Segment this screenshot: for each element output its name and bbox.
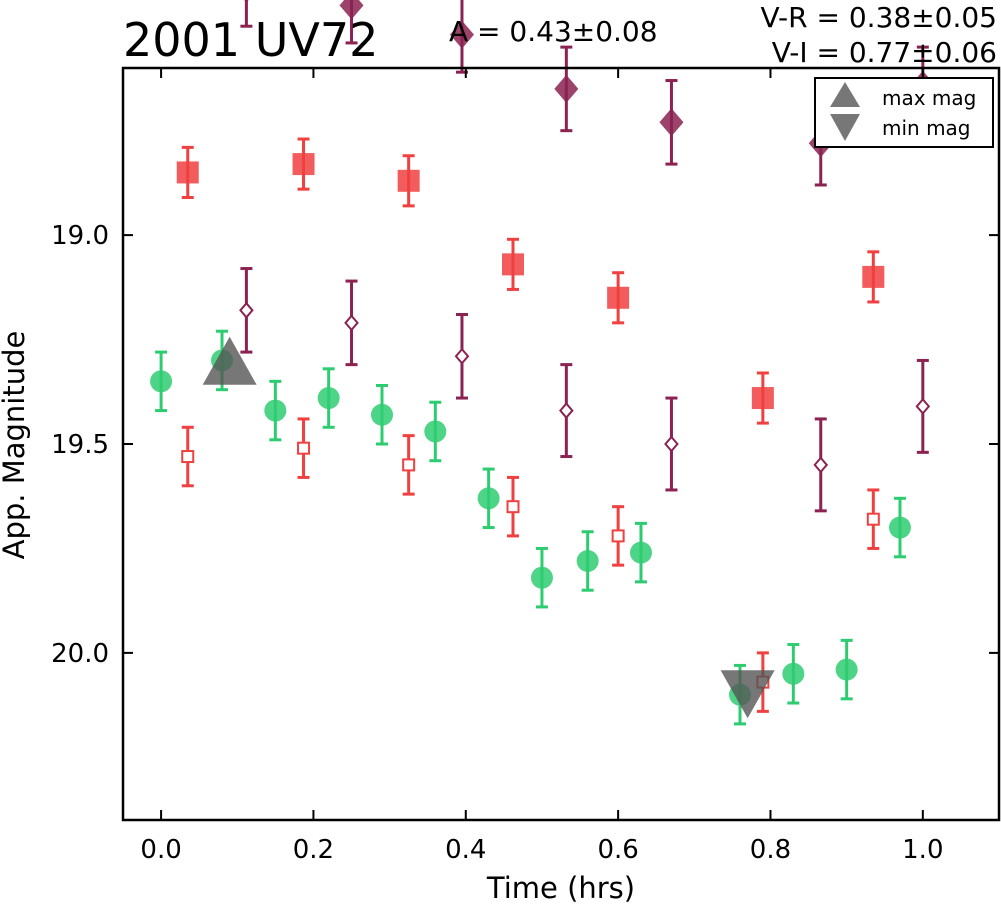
data-point	[611, 529, 625, 543]
data-point	[813, 456, 829, 474]
data-point	[397, 169, 420, 192]
y-tick-label: 19.0	[51, 221, 109, 251]
plot-frame	[121, 66, 1001, 822]
data-point	[835, 658, 858, 681]
data-point	[292, 153, 315, 176]
data-point	[344, 314, 359, 332]
x-tick-label: 1.0	[902, 835, 943, 865]
x-tick-label: 0.6	[597, 835, 638, 865]
data-marks	[150, 0, 935, 726]
data-point	[454, 347, 470, 365]
data-point	[502, 253, 525, 276]
data-point	[782, 662, 805, 685]
data-point	[576, 549, 599, 572]
y-tick-label: 19.5	[51, 430, 109, 460]
axis-ticks: 0.0 0.2 0.4 0.6 0.8 1.0 19.0 19.5 20.0	[51, 68, 999, 865]
color-index-vr: V-R = 0.38±0.05	[761, 1, 997, 34]
legend: max mag min mag	[814, 77, 994, 148]
data-point	[888, 516, 911, 539]
data-point	[317, 387, 340, 410]
data-point	[239, 301, 254, 319]
data-point	[751, 387, 774, 410]
x-axis-label: Time (hrs)	[486, 871, 635, 904]
data-point	[915, 397, 931, 415]
x-tick-label: 0.2	[293, 835, 334, 865]
max-mag-marker	[202, 336, 257, 385]
series-square-filled	[176, 137, 885, 425]
color-index-vi: V-I = 0.77±0.06	[772, 36, 997, 69]
data-point	[607, 286, 630, 309]
data-point	[664, 435, 679, 453]
amplitude-label: A = 0.43±0.08	[449, 15, 658, 48]
series-diamond-open	[239, 267, 931, 513]
data-point	[506, 500, 520, 514]
triangle-up-icon	[830, 82, 860, 107]
data-point	[629, 541, 652, 564]
data-point	[181, 450, 195, 464]
y-tick-label: 20.0	[51, 639, 109, 669]
data-point	[339, 0, 364, 20]
data-point	[424, 420, 447, 443]
triangle-down-icon	[830, 114, 860, 141]
data-point	[297, 441, 311, 455]
data-point	[530, 566, 553, 589]
data-point	[402, 458, 416, 472]
x-tick-label: 0.0	[140, 835, 181, 865]
data-point	[244, 0, 249, 3]
y-axis-label: App. Magnitude	[0, 331, 31, 560]
x-tick-label: 0.4	[445, 835, 486, 865]
min-mag-marker	[720, 670, 775, 719]
data-point	[559, 402, 574, 420]
data-point	[477, 487, 500, 510]
chart-title: 2001 UV72	[123, 13, 378, 67]
data-point	[449, 20, 474, 49]
series-circle-filled	[150, 329, 911, 726]
data-point	[862, 265, 885, 288]
legend-label-min: min mag	[882, 116, 971, 140]
legend-label-max: max mag	[882, 86, 976, 110]
data-point	[264, 399, 287, 422]
data-point	[554, 74, 579, 103]
data-point	[659, 108, 684, 137]
series-square-open	[181, 417, 880, 713]
data-point	[150, 370, 173, 393]
data-point	[370, 403, 393, 426]
data-point	[176, 161, 199, 184]
data-point	[866, 512, 880, 526]
x-tick-label: 0.8	[750, 835, 791, 865]
